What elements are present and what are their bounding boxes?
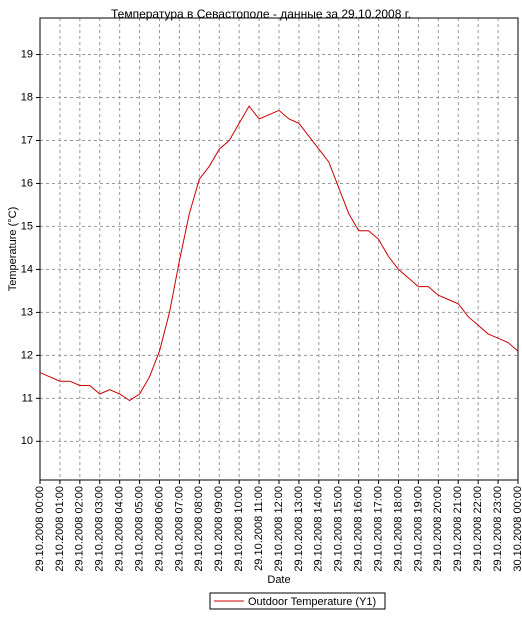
- x-tick-label: 29.10.2008 23:00: [492, 486, 504, 572]
- x-tick-label: 29.10.2008 02:00: [74, 486, 86, 572]
- y-tick-label: 14: [21, 263, 33, 275]
- x-tick-label: 29.10.2008 03:00: [94, 486, 106, 572]
- x-tick-label: 30.10.2008 00:00: [512, 486, 522, 572]
- x-tick-label: 29.10.2008 21:00: [452, 486, 464, 572]
- x-tick-label: 29.10.2008 13:00: [293, 486, 305, 572]
- x-tick-label: 29.10.2008 16:00: [353, 486, 365, 572]
- y-tick-label: 10: [21, 435, 33, 447]
- x-tick-label: 29.10.2008 17:00: [372, 486, 384, 572]
- x-tick-label: 29.10.2008 04:00: [114, 486, 126, 572]
- x-tick-label: 29.10.2008 22:00: [472, 486, 484, 572]
- plot-frame: [39, 17, 519, 481]
- x-tick-label: 29.10.2008 12:00: [273, 486, 285, 572]
- x-tick-label: 29.10.2008 05:00: [133, 486, 145, 572]
- x-tick-label: 29.10.2008 18:00: [392, 486, 404, 572]
- y-tick-label: 17: [21, 134, 33, 146]
- x-tick-label: 29.10.2008 07:00: [173, 486, 185, 572]
- x-tick-label: 29.10.2008 01:00: [54, 486, 66, 572]
- x-axis-label: Date: [267, 574, 290, 586]
- y-tick-label: 19: [21, 48, 33, 60]
- y-axis-label: Temperature (°C): [7, 207, 19, 291]
- x-tick-label: 29.10.2008 08:00: [193, 486, 205, 572]
- x-tick-label: 29.10.2008 20:00: [432, 486, 444, 572]
- y-tick-label: 11: [22, 392, 33, 404]
- y-tick-label: 12: [21, 349, 33, 361]
- x-tick-label: 29.10.2008 11:00: [253, 486, 265, 571]
- x-tick-label: 29.10.2008 09:00: [213, 486, 225, 572]
- x-tick-label: 29.10.2008 19:00: [412, 486, 424, 572]
- legend: [209, 592, 386, 610]
- chart-title: Температура в Севастополе - данные за 29…: [111, 7, 411, 21]
- y-tick-label: 13: [21, 306, 33, 318]
- y-tick-label: 16: [21, 177, 33, 189]
- x-tick-label: 29.10.2008 10:00: [233, 486, 245, 572]
- x-tick-label: 29.10.2008 00:00: [34, 486, 46, 572]
- x-tick-label: 29.10.2008 14:00: [313, 486, 325, 572]
- data-line: [39, 105, 519, 402]
- y-tick-label: 15: [21, 220, 33, 232]
- legend-label: Outdoor Temperature (Y1): [248, 596, 376, 608]
- x-tick-label: 29.10.2008 06:00: [153, 486, 165, 572]
- y-tick-label: 18: [21, 91, 33, 103]
- x-tick-label: 29.10.2008 15:00: [333, 486, 345, 572]
